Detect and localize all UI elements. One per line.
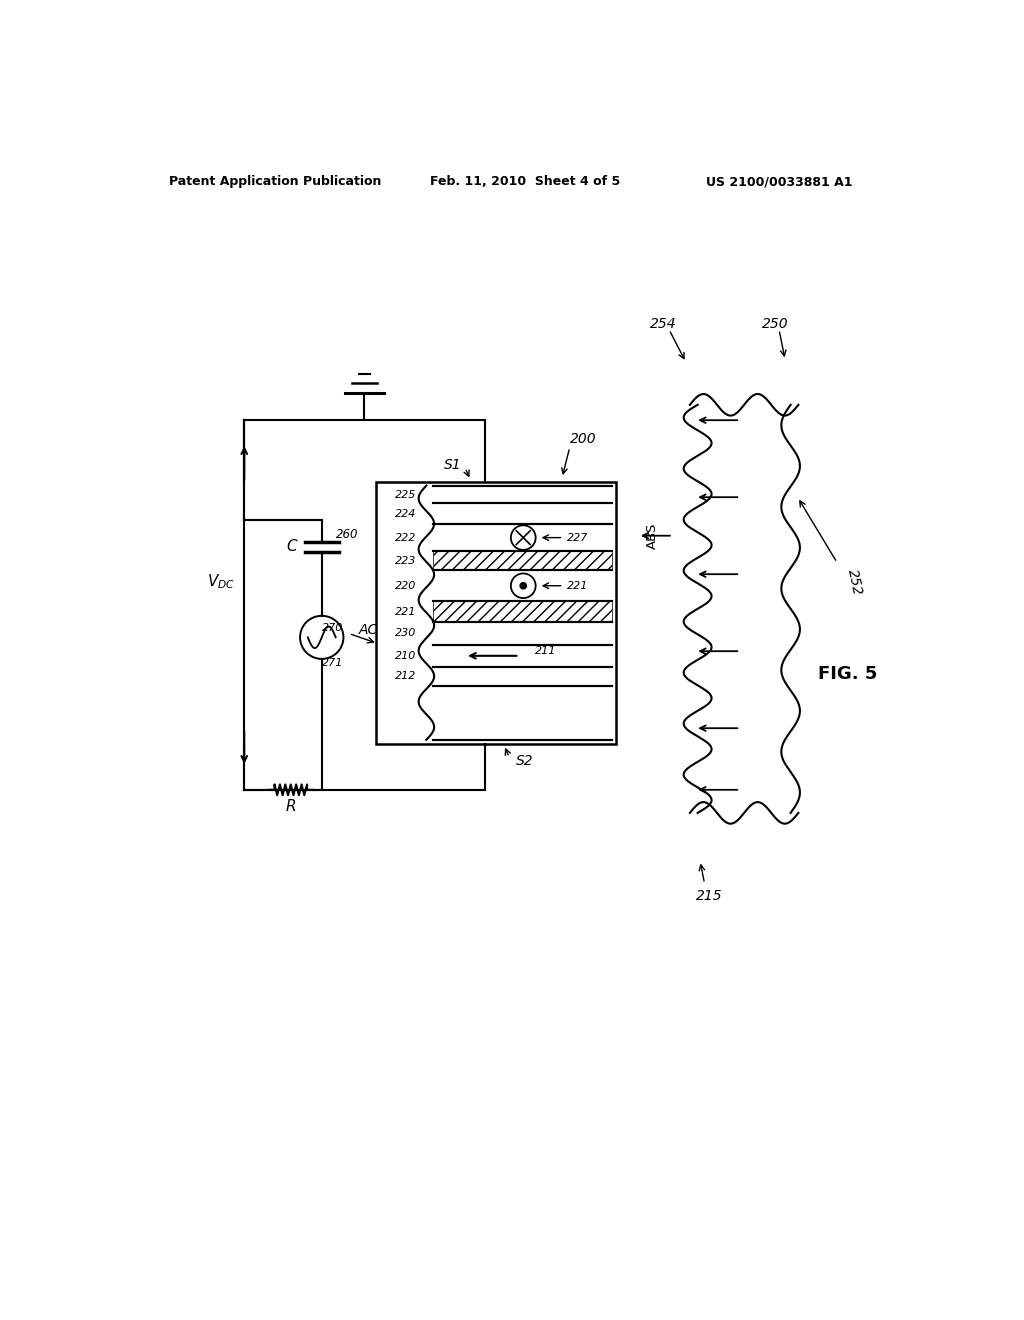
Text: US 2100/0033881 A1: US 2100/0033881 A1 [706, 176, 852, 187]
Text: 215: 215 [696, 890, 723, 903]
Text: 221: 221 [395, 607, 417, 616]
Text: 250: 250 [762, 317, 788, 331]
Text: 221: 221 [567, 581, 589, 591]
Text: 270: 270 [323, 623, 343, 634]
Text: ABS: ABS [646, 523, 658, 549]
Text: 224: 224 [395, 508, 417, 519]
Text: 260: 260 [336, 528, 358, 541]
Text: 223: 223 [395, 556, 417, 566]
Text: FIG. 5: FIG. 5 [818, 665, 878, 684]
Text: $V_{DC}$: $V_{DC}$ [207, 573, 234, 591]
Text: AC: AC [359, 623, 378, 636]
Text: 252: 252 [845, 568, 864, 597]
Text: Patent Application Publication: Patent Application Publication [169, 176, 381, 187]
Text: 200: 200 [569, 433, 596, 446]
Text: 271: 271 [323, 657, 343, 668]
Bar [432, 552, 612, 570]
Text: 212: 212 [395, 672, 417, 681]
Bar [376, 482, 616, 743]
Text: S1: S1 [443, 458, 461, 471]
Text: Feb. 11, 2010  Sheet 4 of 5: Feb. 11, 2010 Sheet 4 of 5 [430, 176, 620, 187]
Text: R: R [286, 799, 296, 814]
Circle shape [519, 582, 527, 590]
Text: 227: 227 [567, 533, 589, 543]
Text: 254: 254 [649, 317, 676, 331]
Text: S2: S2 [515, 754, 534, 767]
Text: 211: 211 [535, 647, 556, 656]
Text: 220: 220 [395, 581, 417, 591]
Text: C: C [287, 540, 297, 554]
Bar [432, 601, 612, 622]
Text: 225: 225 [395, 490, 417, 499]
Text: 210: 210 [395, 651, 417, 661]
Text: 230: 230 [395, 628, 417, 639]
Text: 222: 222 [395, 533, 417, 543]
